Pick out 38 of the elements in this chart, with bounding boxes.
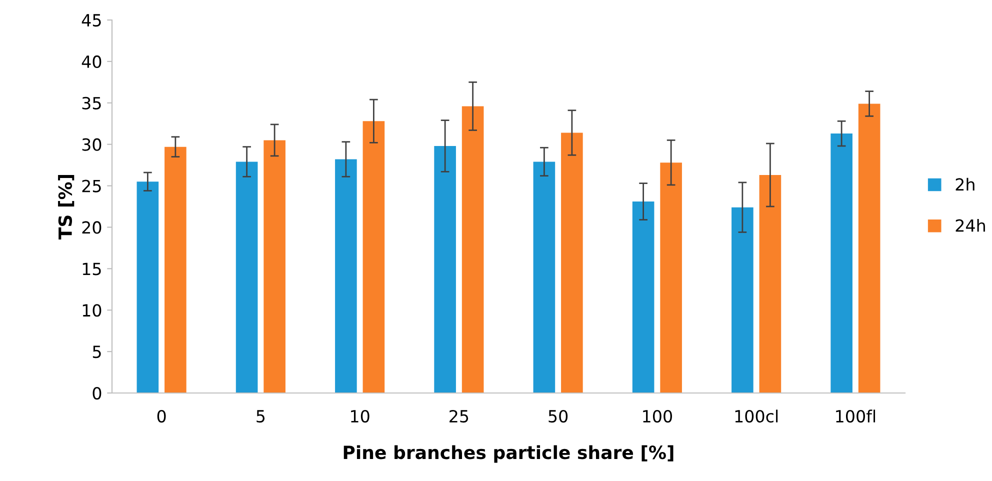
bar — [660, 162, 682, 393]
bar — [462, 106, 484, 393]
x-tick-label: 50 — [548, 410, 568, 423]
bar — [136, 182, 159, 393]
bar — [164, 146, 186, 393]
y-axis-title: TS [%] — [58, 174, 74, 240]
bar — [858, 104, 880, 393]
y-tick-label: 30 — [82, 138, 102, 151]
bar — [335, 159, 357, 393]
bar — [533, 162, 556, 393]
y-tick-label: 45 — [82, 14, 101, 27]
bar — [632, 202, 654, 393]
x-axis-title: Pine branches particle share [%] — [344, 445, 674, 463]
bar — [732, 207, 754, 393]
bar — [434, 146, 456, 393]
x-tick-label: 25 — [450, 410, 468, 423]
y-tick-label: 0 — [92, 386, 102, 400]
x-tick-label: 100 — [643, 410, 672, 423]
legend-label: 2h — [956, 178, 974, 191]
bar — [264, 140, 286, 393]
bar — [236, 162, 258, 393]
y-tick-label: 40 — [82, 55, 102, 68]
y-tick-label: 35 — [82, 96, 101, 110]
y-tick-label: 5 — [92, 346, 101, 358]
bar — [362, 121, 385, 393]
x-tick-label: 10 — [351, 410, 370, 423]
x-tick-label: 100cl — [735, 410, 778, 423]
y-tick-label: 20 — [82, 221, 102, 234]
bar — [830, 134, 852, 393]
y-tick-label: 25 — [82, 180, 101, 192]
y-tick-label: 10 — [82, 304, 102, 317]
bar — [561, 132, 583, 393]
legend-label: 24h — [956, 219, 985, 232]
x-tick-label: 0 — [157, 410, 166, 423]
bar — [759, 175, 782, 393]
x-tick-label: 5 — [256, 410, 265, 423]
x-tick-label: 100fl — [836, 410, 876, 423]
y-tick-label: 15 — [82, 262, 101, 276]
